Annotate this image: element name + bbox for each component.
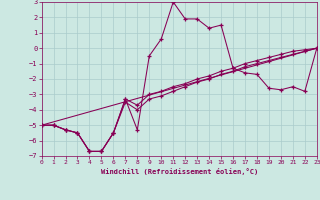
X-axis label: Windchill (Refroidissement éolien,°C): Windchill (Refroidissement éolien,°C)	[100, 168, 258, 175]
